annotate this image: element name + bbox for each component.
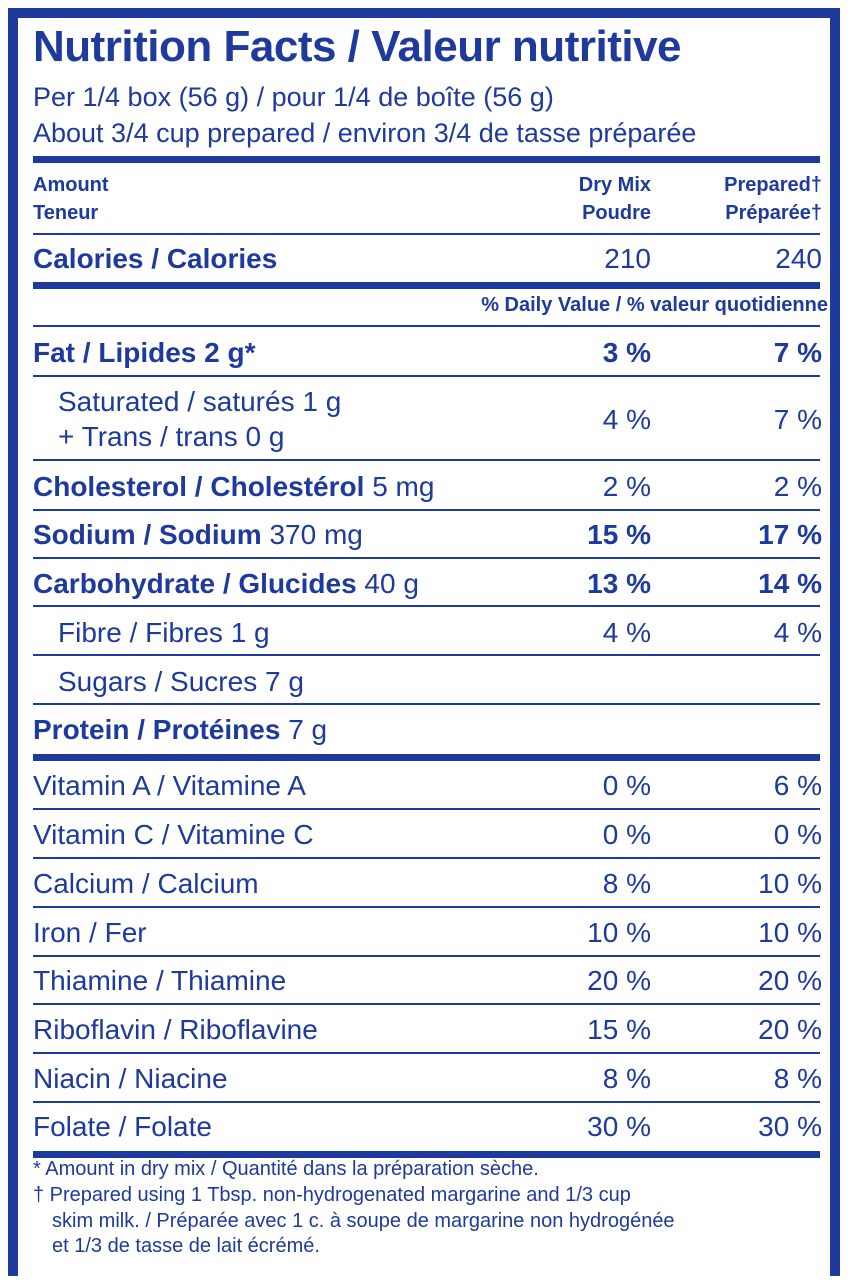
vitamin-prepared: 20 %	[758, 965, 822, 996]
dv-rule	[33, 325, 820, 327]
sodium-dry: 15 %	[587, 519, 651, 550]
preparee-header: Préparée†	[725, 202, 822, 224]
protein-row: Protein / Protéines 7 g	[33, 714, 327, 746]
vitamin-label: Iron / Fer	[33, 917, 147, 948]
carbohydrate-row: Carbohydrate / Glucides 40 g	[33, 568, 419, 600]
vitamin-label: Vitamin C / Vitamine C	[33, 819, 314, 850]
cholesterol-row: Cholesterol / Cholestérol 5 mg	[33, 471, 434, 503]
vitamin-prepared: 0 %	[773, 819, 822, 850]
carbohydrate-label: Carbohydrate / Glucides	[33, 568, 357, 599]
protein-amount: 7 g	[288, 714, 328, 745]
footnote-dagger-end: et 1/3 de tasse de lait écrémé.	[52, 1235, 320, 1257]
sodium-row: Sodium / Sodium 370 mg	[33, 519, 363, 551]
protein-label: Protein / Protéines	[33, 714, 281, 745]
trans-label: + Trans / trans 0 g	[58, 421, 285, 452]
calories-dry: 210	[604, 243, 651, 274]
vitamin-label: Thiamine / Thiamine	[33, 965, 287, 996]
protein-thick-rule	[33, 754, 820, 761]
vitamin-label: Niacin / Niacine	[33, 1063, 228, 1094]
fat-dry: 3 %	[602, 337, 651, 368]
vitamin-prepared: 20 %	[758, 1014, 822, 1045]
sodium-amount: 370 mg	[269, 519, 363, 550]
vitamin-dry: 10 %	[587, 917, 651, 948]
amount-label-fr: Teneur	[33, 202, 99, 224]
row-rule	[33, 654, 820, 656]
row-rule	[33, 1003, 820, 1005]
vitamin-prepared: 10 %	[758, 917, 822, 948]
header-rule	[33, 233, 820, 235]
fibre-label: Fibre / Fibres 1 g	[58, 617, 270, 648]
nutrition-facts-panel	[8, 8, 840, 1276]
vitamin-dry: 0 %	[602, 770, 651, 801]
dry-mix-header: Dry Mix	[578, 174, 651, 196]
top-thick-rule	[33, 156, 820, 163]
fat-row: Fat / Lipides 2 g*	[33, 337, 256, 369]
bottom-thick-rule	[33, 1151, 820, 1158]
cholesterol-prepared: 2 %	[773, 471, 822, 502]
saturated-prepared: 7 %	[773, 404, 822, 435]
vitamin-label: Vitamin A / Vitamine A	[33, 770, 306, 801]
cholesterol-label: Cholesterol / Cholestérol	[33, 471, 365, 502]
carbohydrate-amount: 40 g	[364, 568, 419, 599]
sugars-label: Sugars / Sucres 7 g	[58, 666, 304, 697]
vitamin-label: Calcium / Calcium	[33, 868, 259, 899]
saturated-label: Saturated / saturés 1 g	[58, 386, 342, 417]
saturated-dry: 4 %	[602, 404, 651, 435]
row-rule	[33, 906, 820, 908]
vitamin-dry: 0 %	[602, 819, 651, 850]
row-rule	[33, 375, 820, 377]
serving-prepared: About 3/4 cup prepared / environ 3/4 de …	[33, 118, 697, 148]
fat-amount: 2 g*	[204, 337, 256, 368]
row-rule	[33, 955, 820, 957]
carbohydrate-dry: 13 %	[587, 568, 651, 599]
daily-value-header: % Daily Value / % valeur quotidienne	[481, 294, 828, 316]
sodium-prepared: 17 %	[758, 519, 822, 550]
row-rule	[33, 605, 820, 607]
cholesterol-dry: 2 %	[602, 471, 651, 502]
carbohydrate-prepared: 14 %	[758, 568, 822, 599]
vitamin-dry: 20 %	[587, 965, 651, 996]
vitamin-dry: 8 %	[602, 868, 651, 899]
fat-prepared: 7 %	[773, 337, 822, 368]
panel-title: Nutrition Facts / Valeur nutritive	[33, 22, 682, 71]
amount-label-en: Amount	[33, 174, 109, 196]
row-rule	[33, 857, 820, 859]
serving-size: Per 1/4 box (56 g) / pour 1/4 de boîte (…	[33, 82, 554, 112]
vitamin-prepared: 30 %	[758, 1111, 822, 1142]
row-rule	[33, 509, 820, 511]
vitamin-prepared: 6 %	[773, 770, 822, 801]
cholesterol-amount: 5 mg	[372, 471, 435, 502]
vitamin-dry: 8 %	[602, 1063, 651, 1094]
row-rule	[33, 808, 820, 810]
fibre-dry: 4 %	[602, 617, 651, 648]
vitamin-label: Riboflavin / Riboflavine	[33, 1014, 318, 1045]
vitamin-prepared: 8 %	[773, 1063, 822, 1094]
row-rule	[33, 557, 820, 559]
vitamin-label: Folate / Folate	[33, 1111, 212, 1142]
row-rule	[33, 459, 820, 461]
fat-label: Fat / Lipides	[33, 337, 197, 368]
row-rule	[33, 1101, 820, 1103]
sodium-label: Sodium / Sodium	[33, 519, 262, 550]
calories-rule	[33, 282, 820, 289]
poudre-header: Poudre	[582, 202, 651, 224]
calories-prepared: 240	[775, 243, 822, 274]
row-rule	[33, 703, 820, 705]
footnote-dagger: † Prepared using 1 Tbsp. non-hydrogenate…	[33, 1184, 631, 1206]
footnote-dagger-cont: skim milk. / Préparée avec 1 c. à soupe …	[52, 1210, 675, 1232]
vitamin-dry: 15 %	[587, 1014, 651, 1045]
prepared-header: Prepared†	[724, 174, 822, 196]
vitamin-dry: 30 %	[587, 1111, 651, 1142]
vitamin-prepared: 10 %	[758, 868, 822, 899]
row-rule	[33, 1052, 820, 1054]
footnote-star: * Amount in dry mix / Quantité dans la p…	[33, 1158, 539, 1180]
calories-label: Calories / Calories	[33, 243, 278, 274]
fibre-prepared: 4 %	[773, 617, 822, 648]
